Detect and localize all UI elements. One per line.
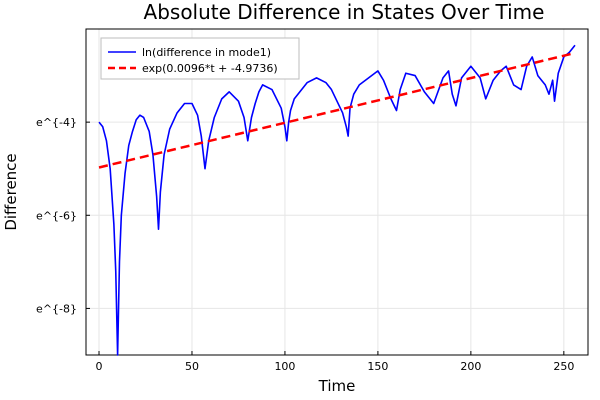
x-axis-label: Time xyxy=(318,377,356,395)
y-tick-label: e^{-8} xyxy=(36,302,77,315)
grid xyxy=(86,29,588,355)
x-tick-label: 0 xyxy=(96,360,103,373)
x-tick-label: 150 xyxy=(367,360,388,373)
legend-label-difference: ln(difference in mode1) xyxy=(142,46,271,59)
y-tick-label: e^{-4} xyxy=(36,116,77,129)
x-tick-label: 250 xyxy=(553,360,574,373)
x-tick-label: 50 xyxy=(185,360,199,373)
y-axis-label: Difference xyxy=(2,153,20,230)
chart-title: Absolute Difference in States Over Time xyxy=(144,0,545,24)
legend-label-fit: exp(0.0096*t + -4.9736) xyxy=(142,62,278,75)
y-tick-label: e^{-6} xyxy=(36,209,77,222)
plot-frame xyxy=(85,28,589,356)
axis-ticks: 0 50 100 150 200 250 e^{-4} e^{-6} e^{-8} xyxy=(36,116,574,373)
series-layer xyxy=(98,44,576,356)
legend: ln(difference in mode1) exp(0.0096*t + -… xyxy=(100,37,300,80)
difference-series-line xyxy=(98,44,576,356)
x-tick-label: 200 xyxy=(460,360,481,373)
x-tick-label: 100 xyxy=(274,360,295,373)
fit-series-line xyxy=(98,51,576,169)
legend-box xyxy=(100,37,300,80)
